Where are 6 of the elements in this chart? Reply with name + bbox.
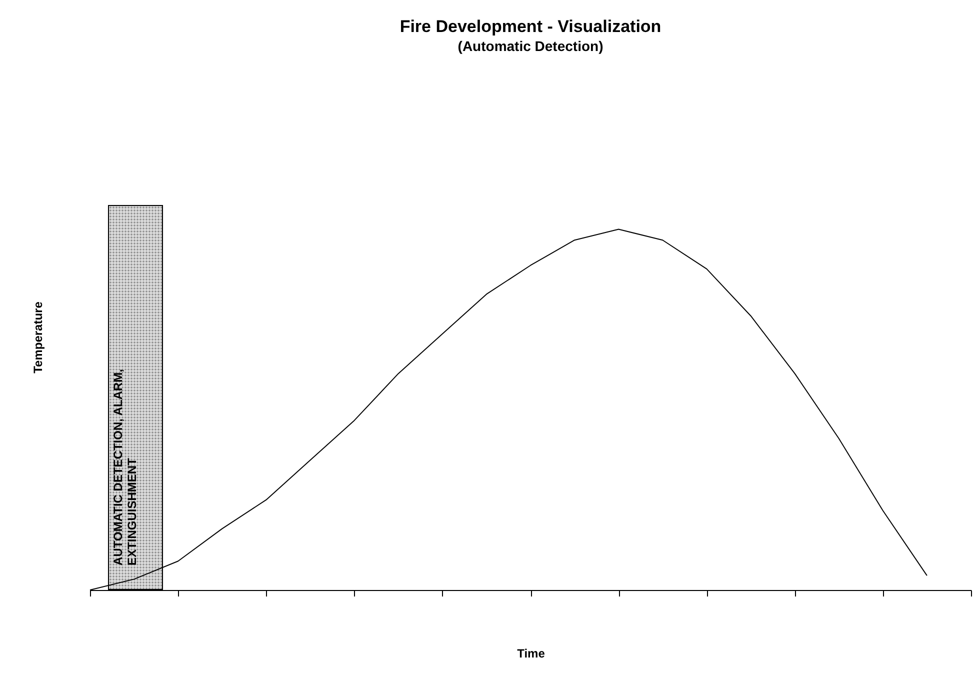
- annotation: AUTOMATIC DETECTION, ALARM, EXTINGUISHMENT: [110, 368, 139, 565]
- y-axis-title: Temperature: [31, 301, 45, 374]
- chart-subtitle: (Automatic Detection): [458, 38, 604, 54]
- shaded-box: AUTOMATIC DETECTION, ALARM, EXTINGUISHMENT: [108, 205, 164, 590]
- chart-title: Fire Development - Visualization: [400, 17, 662, 36]
- x-axis-title: Time: [517, 646, 546, 660]
